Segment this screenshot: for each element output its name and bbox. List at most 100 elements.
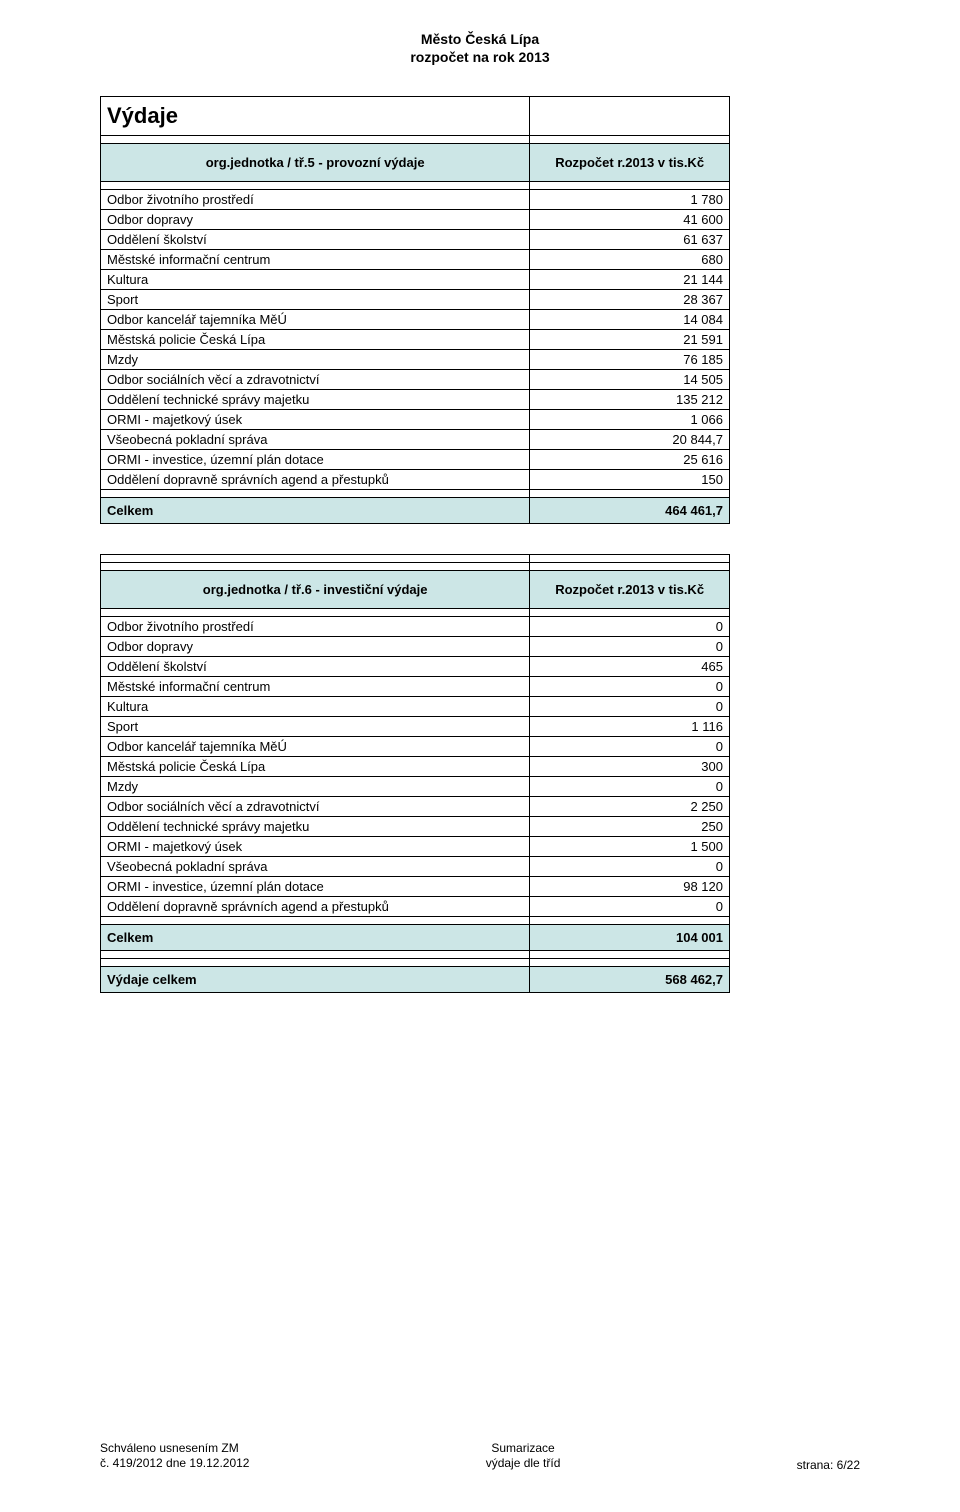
spacer [101,490,530,498]
spacer [530,555,730,563]
table-row: Oddělení technické správy majetku250 [101,817,730,837]
row-value: 0 [530,697,730,717]
row-label: Odbor kancelář tajemníka MěÚ [101,737,530,757]
table-row: Městské informační centrum0 [101,677,730,697]
table-row: Odbor kancelář tajemníka MěÚ0 [101,737,730,757]
row-value: 0 [530,857,730,877]
row-value: 1 066 [530,410,730,430]
row-value: 0 [530,777,730,797]
row-label: Všeobecná pokladní správa [101,857,530,877]
table-row: Všeobecná pokladní správa0 [101,857,730,877]
page-footer: Schváleno usnesením ZM č. 419/2012 dne 1… [100,1441,860,1472]
table-row: Městská policie Česká Lípa300 [101,757,730,777]
section1-total-label: Celkem [101,498,530,524]
row-value: 680 [530,250,730,270]
row-label: Sport [101,290,530,310]
spacer [530,917,730,925]
spacer [101,951,530,959]
row-label: Městská policie Česká Lípa [101,330,530,350]
row-label: Městská policie Česká Lípa [101,757,530,777]
table-row: Oddělení technické správy majetku135 212 [101,390,730,410]
table-row: Odbor životního prostředí1 780 [101,190,730,210]
table-row: Oddělení školství465 [101,657,730,677]
section2-header-value: Rozpočet r.2013 v tis.Kč [530,571,730,609]
row-value: 0 [530,637,730,657]
spacer [101,136,530,144]
row-value: 1 500 [530,837,730,857]
footer-left-2: č. 419/2012 dne 19.12.2012 [100,1456,249,1472]
row-label: Mzdy [101,777,530,797]
row-label: Odbor kancelář tajemníka MěÚ [101,310,530,330]
spacer [101,609,530,617]
row-label: Oddělení technické správy majetku [101,817,530,837]
spacer [530,563,730,571]
row-label: ORMI - investice, územní plán dotace [101,450,530,470]
footer-left-1: Schváleno usnesením ZM [100,1441,249,1457]
table-row: Městské informační centrum680 [101,250,730,270]
table-row: Sport28 367 [101,290,730,310]
row-label: Kultura [101,270,530,290]
row-label: ORMI - majetkový úsek [101,837,530,857]
table-row: Všeobecná pokladní správa20 844,7 [101,430,730,450]
row-label: Odbor sociálních věcí a zdravotnictví [101,797,530,817]
row-label: Odbor dopravy [101,210,530,230]
spacer [101,182,530,190]
row-label: ORMI - majetkový úsek [101,410,530,430]
header-line-1: Město Česká Lípa [100,30,860,48]
grand-total-label: Výdaje celkem [101,967,530,993]
row-label: Oddělení dopravně správních agend a přes… [101,470,530,490]
row-label: Oddělení dopravně správních agend a přes… [101,897,530,917]
row-value: 465 [530,657,730,677]
table-row: ORMI - majetkový úsek1 500 [101,837,730,857]
row-label: Odbor životního prostředí [101,617,530,637]
table-row: Odbor dopravy41 600 [101,210,730,230]
row-label: ORMI - investice, územní plán dotace [101,877,530,897]
grand-total-value: 568 462,7 [530,967,730,993]
section2-total-value: 104 001 [530,925,730,951]
row-value: 135 212 [530,390,730,410]
footer-center-2: výdaje dle tříd [486,1456,561,1472]
table-row: ORMI - majetkový úsek1 066 [101,410,730,430]
table-row: Odbor dopravy0 [101,637,730,657]
table-row: Odbor sociálních věcí a zdravotnictví14 … [101,370,730,390]
table-row: Městská policie Česká Lípa21 591 [101,330,730,350]
spacer [530,490,730,498]
footer-center: Sumarizace výdaje dle tříd [486,1441,561,1472]
spacer [530,951,730,959]
table-row: Mzdy76 185 [101,350,730,370]
row-label: Městské informační centrum [101,250,530,270]
row-value: 150 [530,470,730,490]
table-row: Odbor kancelář tajemníka MěÚ14 084 [101,310,730,330]
row-value: 41 600 [530,210,730,230]
row-label: Oddělení školství [101,657,530,677]
row-label: Sport [101,717,530,737]
spacer [530,136,730,144]
section2-header-label: org.jednotka / tř.6 - investiční výdaje [101,571,530,609]
row-value: 21 144 [530,270,730,290]
cell-empty [530,97,730,136]
table-row: Oddělení dopravně správních agend a přes… [101,470,730,490]
row-label: Oddělení technické správy majetku [101,390,530,410]
spacer [530,959,730,967]
table-row: ORMI - investice, územní plán dotace25 6… [101,450,730,470]
row-value: 21 591 [530,330,730,350]
footer-right: strana: 6/22 [797,1458,860,1472]
row-label: Městské informační centrum [101,677,530,697]
row-label: Odbor dopravy [101,637,530,657]
row-value: 0 [530,617,730,637]
row-value: 0 [530,677,730,697]
table-row: Oddělení školství61 637 [101,230,730,250]
row-label: Kultura [101,697,530,717]
section1-total-value: 464 461,7 [530,498,730,524]
row-value: 1 780 [530,190,730,210]
table-row: Odbor sociálních věcí a zdravotnictví2 2… [101,797,730,817]
row-value: 98 120 [530,877,730,897]
row-value: 0 [530,897,730,917]
row-value: 250 [530,817,730,837]
row-label: Mzdy [101,350,530,370]
section1-title: Výdaje [101,97,530,136]
section1-header-label: org.jednotka / tř.5 - provozní výdaje [101,144,530,182]
spacer [101,555,530,563]
section2-table: org.jednotka / tř.6 - investiční výdaje … [100,554,730,993]
table-row: Kultura0 [101,697,730,717]
